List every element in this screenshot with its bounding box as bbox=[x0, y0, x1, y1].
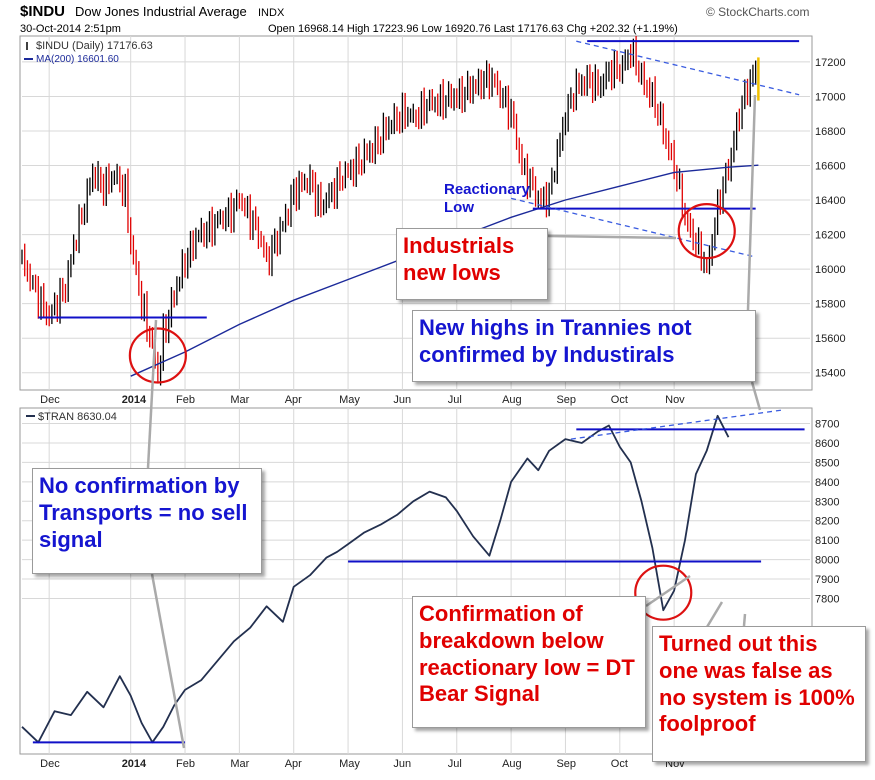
price-y-tick-label: 17000 bbox=[815, 91, 846, 103]
price-trend-line bbox=[510, 197, 756, 258]
price-y-tick-label: 16200 bbox=[815, 230, 846, 242]
brand-text: © StockCharts.com bbox=[706, 5, 810, 19]
price-y-tick-label: 16800 bbox=[815, 126, 846, 138]
price-y-tick-label: 15400 bbox=[815, 368, 846, 380]
price-panel bbox=[19, 35, 813, 391]
tran-x-tick-label: Jul bbox=[448, 758, 462, 770]
chart-date: 30-Oct-2014 2:51pm bbox=[20, 23, 121, 35]
tran-x-tick-label: Feb bbox=[176, 758, 195, 770]
callout-leader-line bbox=[645, 574, 691, 608]
callout-no-confirmation-text: No confirmation by Transports = no sell … bbox=[39, 473, 248, 552]
tran-y-tick-label: 8600 bbox=[815, 438, 839, 450]
price-highlight-circle bbox=[677, 203, 736, 260]
price-x-tick-label: Sep bbox=[556, 394, 576, 406]
tran-y-tick-label: 8700 bbox=[815, 419, 839, 431]
tran-x-tick-label: Sep bbox=[556, 758, 576, 770]
price-y-tick-label: 15800 bbox=[815, 299, 846, 311]
tran-panel bbox=[19, 407, 813, 755]
price-x-tick-label: Apr bbox=[285, 394, 302, 406]
tran-y-tick-label: 8100 bbox=[815, 535, 839, 547]
tran-x-tick-label: 2014 bbox=[122, 758, 147, 770]
callout-confirmation-text: Confirmation of breakdown below reaction… bbox=[419, 601, 635, 707]
legend-ma200: MA(200) 16601.60 bbox=[36, 54, 119, 65]
callout-leader-line bbox=[742, 613, 747, 627]
tran-x-tick-label: Oct bbox=[611, 758, 628, 770]
price-x-tick-label: Aug bbox=[502, 394, 522, 406]
price-x-tick-label: Jun bbox=[393, 394, 411, 406]
price-x-tick-label: 2014 bbox=[122, 394, 147, 406]
callout-leader-line bbox=[146, 319, 158, 469]
callout-leader-line bbox=[150, 573, 186, 749]
price-y-tick-label: 17200 bbox=[815, 57, 846, 69]
price-x-tick-label: Mar bbox=[230, 394, 249, 406]
callout-turned-out-text: Turned out this one was false as no syst… bbox=[659, 631, 855, 737]
price-trend-line bbox=[576, 40, 800, 96]
tran-x-tick-label: Aug bbox=[502, 758, 522, 770]
callout-industrials-new-lows: Industrials new lows bbox=[396, 228, 548, 300]
tran-x-tick-label: Apr bbox=[285, 758, 302, 770]
callout-new-highs-text: New highs in Trannies not confirmed by I… bbox=[419, 315, 692, 367]
price-x-tick-label: Dec bbox=[40, 394, 60, 406]
tran-highlight-circle bbox=[634, 564, 693, 621]
tran-y-tick-label: 8200 bbox=[815, 516, 839, 528]
tran-y-tick-label: 8500 bbox=[815, 457, 839, 469]
tran-x-tick-label: May bbox=[339, 758, 360, 770]
tran-y-tick-label: 7800 bbox=[815, 593, 839, 605]
price-x-tick-label: Nov bbox=[665, 394, 685, 406]
callout-industrials-text: Industrials new lows bbox=[403, 233, 515, 285]
price-highlight-circle bbox=[128, 327, 187, 384]
reactionary-low-label: Reactionary Low bbox=[444, 181, 530, 217]
price-x-tick-label: Feb bbox=[176, 394, 195, 406]
price-y-tick-label: 16600 bbox=[815, 161, 846, 173]
callout-no-confirmation: No confirmation by Transports = no sell … bbox=[32, 468, 262, 574]
reactionary-label-line1: Reactionary bbox=[444, 181, 530, 198]
chart-symbol: $INDU bbox=[20, 3, 65, 20]
callout-leader-line bbox=[746, 94, 757, 311]
tran-y-tick-label: 8300 bbox=[815, 496, 839, 508]
callout-turned-out-false: Turned out this one was false as no syst… bbox=[652, 626, 866, 762]
chart-exchange: INDX bbox=[258, 7, 285, 19]
legend-tran: $TRAN 8630.04 bbox=[38, 411, 117, 423]
callout-leader-line bbox=[750, 381, 762, 411]
tran-x-tick-label: Mar bbox=[230, 758, 249, 770]
price-x-tick-label: Oct bbox=[611, 394, 628, 406]
callout-leader-line bbox=[547, 234, 677, 240]
tran-y-tick-label: 8400 bbox=[815, 477, 839, 489]
tran-line bbox=[21, 414, 730, 744]
tran-x-tick-label: Dec bbox=[40, 758, 60, 770]
price-y-tick-label: 16000 bbox=[815, 264, 846, 276]
tran-y-tick-label: 7900 bbox=[815, 574, 839, 586]
callout-confirmation-breakdown: Confirmation of breakdown below reaction… bbox=[412, 596, 646, 728]
tran-y-tick-label: 8000 bbox=[815, 555, 839, 567]
price-x-tick-label: Jul bbox=[448, 394, 462, 406]
legend-indu: $INDU (Daily) 17176.63 bbox=[36, 40, 153, 52]
chart-name: Dow Jones Industrial Average bbox=[75, 4, 247, 19]
ohlc-readout: Open 16968.14 High 17223.96 Low 16920.76… bbox=[268, 23, 678, 35]
price-y-tick-label: 16400 bbox=[815, 195, 846, 207]
tran-x-tick-label: Jun bbox=[393, 758, 411, 770]
price-x-tick-label: May bbox=[339, 394, 360, 406]
reactionary-label-line2: Low bbox=[444, 199, 474, 216]
callout-new-highs-trannies: New highs in Trannies not confirmed by I… bbox=[412, 310, 756, 382]
price-y-tick-label: 15600 bbox=[815, 333, 846, 345]
